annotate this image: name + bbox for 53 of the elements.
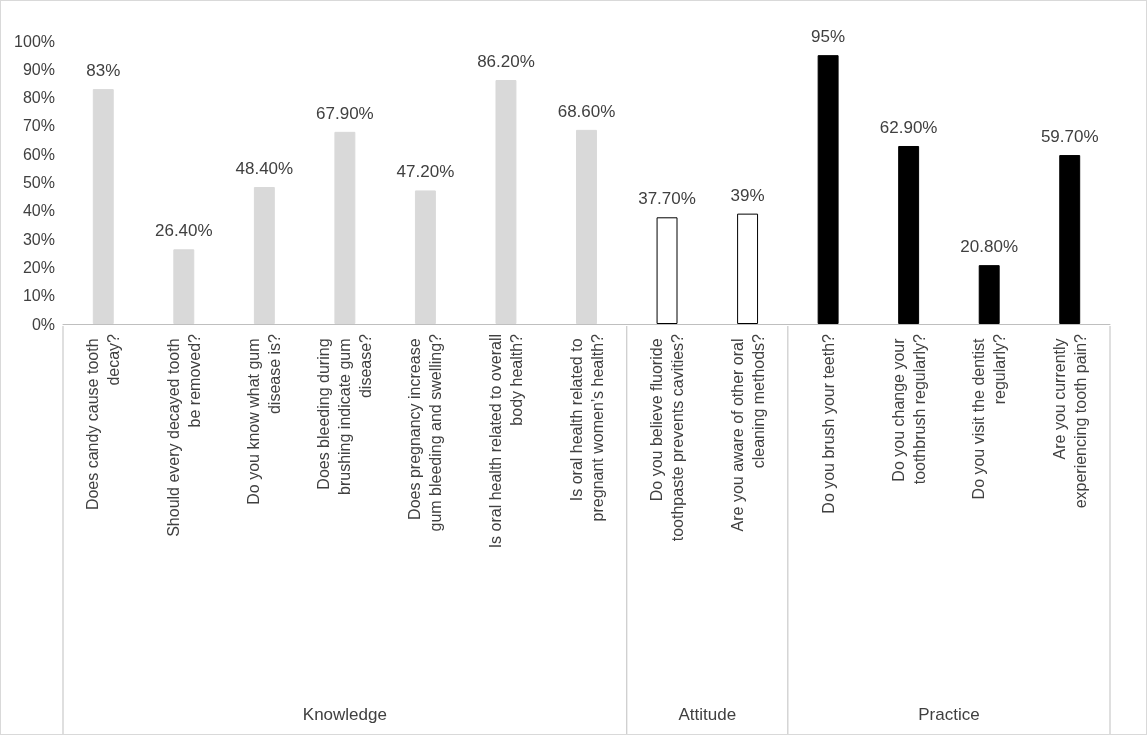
x-tick-label: Is oral health related to overall body health? bbox=[486, 333, 525, 549]
bar bbox=[334, 131, 356, 324]
x-tick-label: Do you change your toothbrush regularly? bbox=[889, 333, 928, 485]
y-tick-label: 90% bbox=[22, 60, 55, 78]
data-label: 48.40% bbox=[235, 159, 294, 179]
x-tick-label: Are you aware of other oral cleaning methods? bbox=[728, 333, 767, 532]
x-tick-label: Are you currently experiencing tooth pain? bbox=[1050, 333, 1089, 509]
y-tick-label: 20% bbox=[22, 258, 55, 276]
x-tick-label: Do you visit the dentist regularly? bbox=[970, 333, 1009, 500]
bar bbox=[978, 265, 1000, 324]
x-tick-label: Is oral health related to pregnant women’s health? bbox=[567, 333, 606, 522]
data-label: 20.80% bbox=[960, 237, 1019, 257]
data-label: 47.20% bbox=[396, 162, 455, 182]
x-tick-label: Does candy cause tooth decay? bbox=[84, 333, 123, 511]
y-tick-label: 60% bbox=[22, 145, 55, 163]
data-label: 26.40% bbox=[154, 221, 213, 241]
bar bbox=[817, 55, 839, 324]
x-tick-label: Do you know what gum disease is? bbox=[245, 333, 284, 505]
y-tick-label: 80% bbox=[22, 89, 55, 107]
bar bbox=[576, 129, 597, 324]
bar bbox=[173, 249, 195, 324]
bar bbox=[414, 190, 436, 324]
bar bbox=[1059, 155, 1081, 324]
text: Attitude bbox=[678, 704, 737, 724]
x-tick-label: Do you believe fluoride toothpaste prevents cavities? bbox=[648, 333, 687, 542]
data-label: 37.70% bbox=[638, 189, 696, 209]
bar bbox=[898, 145, 920, 324]
y-tick-label: 30% bbox=[22, 230, 55, 248]
y-tick-label: 10% bbox=[22, 287, 55, 305]
x-tick-label: Does bleeding during brushing indicate gum disease? bbox=[315, 333, 375, 495]
y-tick-label: 100% bbox=[14, 32, 55, 50]
y-tick-label: 0% bbox=[31, 315, 55, 333]
x-tick-label: Do you brush your teeth? bbox=[819, 333, 837, 514]
bar bbox=[92, 89, 114, 324]
bar bbox=[495, 80, 517, 324]
bar bbox=[737, 213, 759, 324]
bar bbox=[253, 187, 275, 324]
data-label: 39% bbox=[730, 185, 765, 205]
y-tick-label: 50% bbox=[22, 174, 55, 191]
data-label: 83% bbox=[86, 61, 121, 81]
data-label: 59.70% bbox=[1040, 127, 1099, 147]
text: Practice bbox=[918, 704, 980, 724]
data-label: 68.60% bbox=[557, 101, 616, 121]
data-label: 86.20% bbox=[477, 52, 535, 72]
data-label: 67.90% bbox=[316, 103, 374, 123]
x-tick-label: Should every decayed tooth be removed? bbox=[164, 333, 203, 537]
bar bbox=[656, 217, 678, 324]
y-tick-label: 70% bbox=[22, 117, 55, 135]
y-tick-label: 40% bbox=[22, 202, 55, 220]
text: Knowledge bbox=[302, 704, 387, 724]
data-label: 62.90% bbox=[879, 117, 938, 137]
x-tick-label: Does pregnancy increase gum bleeding and swelling? bbox=[406, 333, 445, 532]
data-label: 95% bbox=[811, 27, 846, 47]
